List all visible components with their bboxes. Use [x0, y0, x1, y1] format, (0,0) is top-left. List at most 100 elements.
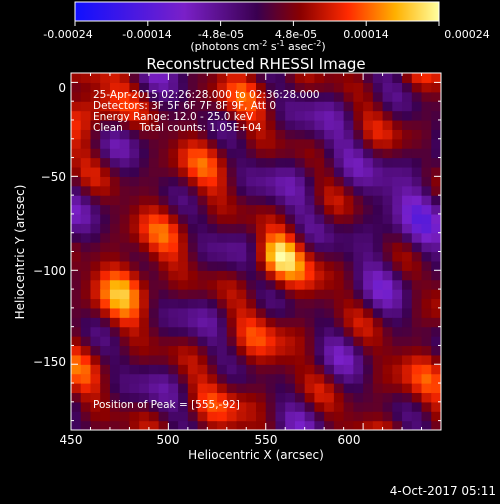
heatmap-cell [294, 289, 306, 300]
heatmap-cell [411, 373, 423, 384]
heatmap-cell [392, 251, 403, 262]
heatmap-cell [343, 223, 354, 234]
heatmap-cell [129, 260, 140, 271]
heatmap-cell [285, 260, 296, 271]
heatmap-cell [100, 383, 111, 394]
heatmap-cell [324, 185, 335, 196]
heatmap-cell [217, 138, 228, 149]
heatmap-cell [314, 307, 325, 318]
heatmap-cell [314, 326, 325, 337]
heatmap-cell [324, 270, 335, 281]
heatmap-cell [197, 91, 208, 102]
heatmap-cell [402, 119, 413, 130]
axis-ticks [70, 73, 442, 430]
heatmap-cell [363, 289, 374, 300]
heatmap-cell [168, 129, 179, 140]
heatmap-cell [236, 73, 247, 83]
heatmap-cell [129, 289, 140, 300]
heatmap-cell [353, 223, 364, 234]
heatmap-cell [178, 138, 189, 149]
heatmap-cell [304, 110, 316, 121]
heatmap-cell [197, 260, 208, 271]
heatmap-cell [158, 354, 169, 365]
heatmap-cell [119, 270, 131, 281]
heatmap-cell [168, 411, 179, 422]
heatmap-cell [129, 336, 140, 347]
heatmap-cell [343, 289, 354, 300]
heatmap-cell [353, 204, 364, 215]
heatmap-cell [207, 317, 218, 328]
heatmap-cell [353, 336, 364, 347]
heatmap-cell [402, 364, 413, 375]
heatmap-cell [217, 364, 228, 375]
heatmap-cell [226, 213, 238, 224]
heatmap-cell [71, 364, 82, 375]
heatmap-cell [402, 270, 413, 281]
heatmap-cell [294, 242, 306, 253]
heatmap-cell [431, 336, 441, 347]
heatmap-cell [187, 270, 199, 281]
heatmap-cell [139, 91, 150, 102]
heatmap-cell [158, 82, 169, 93]
heatmap-cell [139, 279, 150, 290]
heatmap-cell [256, 364, 267, 375]
heatmap-cell [236, 157, 247, 168]
heatmap-cell [187, 298, 199, 309]
heatmap-cell [324, 345, 335, 356]
heatmap-cell [372, 166, 384, 177]
heatmap-cell [207, 307, 218, 318]
x-tick-label: 450 [60, 433, 83, 447]
heatmap-cell [333, 110, 345, 121]
heatmap-cell [372, 119, 384, 130]
heatmap-cell [421, 223, 432, 234]
heatmap-cell [343, 345, 354, 356]
heatmap-cell [100, 336, 111, 347]
heatmap-cell [226, 185, 238, 196]
heatmap-cell [226, 260, 238, 271]
heatmap-cell [187, 420, 199, 430]
heatmap-cell [226, 392, 238, 403]
heatmap-cell [168, 270, 179, 281]
heatmap-cell [411, 110, 423, 121]
heatmap-cell [139, 166, 150, 177]
heatmap-cell [265, 138, 277, 149]
heatmap-cell [80, 260, 92, 271]
heatmap-cell [431, 148, 441, 159]
heatmap-cell [100, 91, 111, 102]
heatmap-cell [372, 336, 384, 347]
heatmap-cell [324, 166, 335, 177]
heatmap-cell [343, 336, 354, 347]
heatmap-cell [402, 242, 413, 253]
heatmap-cell [109, 251, 121, 262]
heatmap-cell [324, 354, 335, 365]
heatmap-cell [187, 289, 199, 300]
heatmap-cell [178, 82, 189, 93]
heatmap-cell [256, 289, 267, 300]
heatmap-cell [100, 364, 111, 375]
heatmap-cell [217, 298, 228, 309]
heatmap-cell [178, 195, 189, 206]
heatmap-cell [275, 242, 286, 253]
heatmap-cell [187, 176, 199, 187]
heatmap-cell [333, 195, 345, 206]
heatmap-cell [382, 392, 393, 403]
heatmap-cell [304, 317, 316, 328]
heatmap-cell [119, 336, 131, 347]
heatmap-cell [294, 195, 306, 206]
heatmap-cell [119, 307, 131, 318]
heatmap-cell [324, 195, 335, 206]
heatmap-cell [139, 289, 150, 300]
heatmap-cell [285, 129, 296, 140]
heatmap-cell [285, 185, 296, 196]
heatmap-cell [411, 364, 423, 375]
heatmap-cell [168, 326, 179, 337]
heatmap-cell [294, 157, 306, 168]
heatmap-cell [207, 110, 218, 121]
heatmap-cell [363, 298, 374, 309]
heatmap-cell [158, 317, 169, 328]
heatmap-cell [421, 101, 432, 112]
heatmap-cell [119, 420, 131, 430]
heatmap-cell [100, 307, 111, 318]
heatmap-cell [90, 270, 101, 281]
